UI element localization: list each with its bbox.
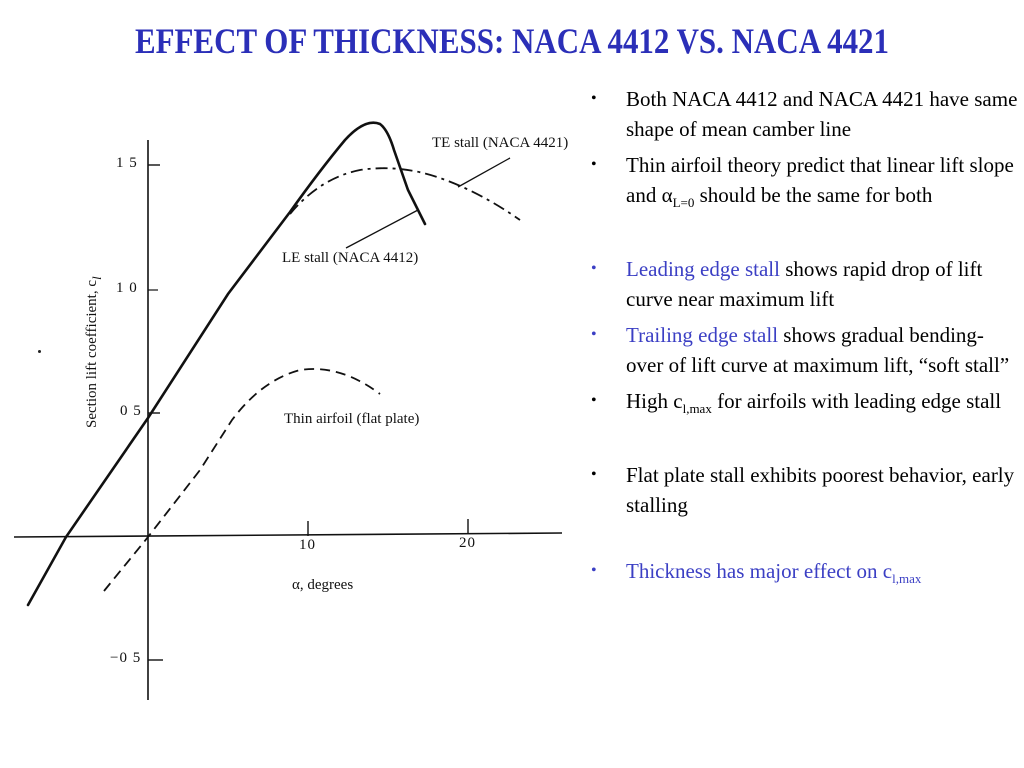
bullet-glyph: • — [591, 156, 597, 173]
bullet-item: • Thickness has major effect on cl,max — [588, 556, 1018, 594]
bullet-item: • Thin airfoil theory predict that linea… — [588, 150, 1018, 218]
le-stall-leader — [345, 209, 419, 249]
bullet-text: for airfoils with leading edge stall — [711, 389, 1002, 413]
subscript: l,max — [892, 571, 922, 586]
bullet-text: Both NACA 4412 and NACA 4421 have same s… — [626, 87, 1018, 141]
highlight-term: Leading edge stall — [626, 257, 780, 281]
bullet-text: shows rapid drop of lift curve near maxi… — [626, 257, 983, 311]
x-tick-label: 20 — [459, 535, 476, 551]
te-stall-curve — [289, 167, 521, 221]
y-tick-label: 0 5 — [120, 403, 142, 419]
x-tick-label: 10 — [299, 537, 316, 553]
x-axis — [13, 532, 563, 538]
bullet-text: Thin airfoil theory predict that linear … — [626, 153, 1014, 207]
bullet-glyph: • — [591, 466, 597, 483]
le-stall-curve — [26, 121, 427, 607]
bullet-text: High c — [626, 389, 683, 413]
te-stall-leader — [457, 157, 511, 188]
bullet-item: • Flat plate stall exhibits poorest beha… — [588, 460, 1018, 520]
bullet-text: Thickness has major effect on c — [626, 559, 893, 583]
thin-airfoil-label: Thin airfoil (flat plate) — [284, 411, 420, 427]
slide-title: EFFECT OF THICKNESS: NACA 4412 VS. NACA … — [134, 21, 890, 61]
bullet-glyph: • — [591, 562, 597, 579]
y-tick-label: 1 0 — [116, 280, 138, 296]
bullet-item: • High cl,max for airfoils with leading … — [588, 386, 1018, 424]
bullet-list: • Both NACA 4412 and NACA 4421 have same… — [588, 84, 1018, 594]
y-axis-label: Section lift coefficient, cl — [84, 276, 104, 428]
bullet-text: shows gradual bending-over of lift curve… — [626, 323, 1010, 377]
highlight-term: Trailing edge stall — [626, 323, 779, 347]
stray-mark — [38, 350, 41, 353]
chart-canvas — [13, 121, 563, 700]
bullet-glyph: • — [591, 326, 597, 343]
flat-plate-curve — [103, 368, 381, 592]
lift-curve-chart: 1 5 1 0 0 5 −0 5 10 20 TE stall (NACA 44… — [0, 80, 580, 768]
bullet-item: • Both NACA 4412 and NACA 4421 have same… — [588, 84, 1018, 144]
te-stall-label: TE stall (NACA 4421) — [432, 135, 569, 151]
y-tick-label: −0 5 — [110, 650, 142, 666]
x-axis-label: α, degrees — [292, 577, 354, 593]
subscript: l,max — [682, 401, 712, 416]
le-stall-label: LE stall (NACA 4412) — [282, 250, 419, 266]
y-tick-label: 1 5 — [116, 155, 138, 171]
bullet-item: • Leading edge stall shows rapid drop of… — [588, 254, 1018, 314]
bullet-item: • Trailing edge stall shows gradual bend… — [588, 320, 1018, 380]
subscript: L=0 — [672, 195, 695, 210]
bullet-glyph: • — [591, 392, 597, 409]
bullet-text: should be the same for both — [694, 183, 933, 207]
bullet-glyph: • — [591, 260, 597, 277]
bullet-text: Flat plate stall exhibits poorest behavi… — [626, 463, 1015, 517]
bullet-glyph: • — [591, 90, 597, 107]
alpha-symbol: α — [661, 183, 673, 207]
